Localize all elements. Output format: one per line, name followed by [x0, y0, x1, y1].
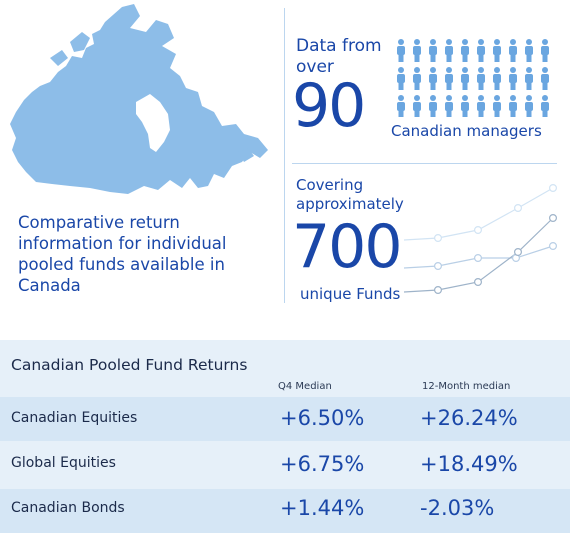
person-icon	[525, 67, 533, 90]
canadian-equities-q4: +6.50%	[280, 406, 365, 430]
table-row-band	[0, 489, 570, 533]
column-header-q4: Q4 Median	[278, 381, 332, 392]
horizontal-divider	[292, 163, 557, 164]
table-row-band	[0, 397, 570, 441]
canadian-bonds-q4: +1.44%	[280, 496, 365, 520]
managers-number: 90	[292, 71, 366, 141]
map-caption: Comparative return information for indiv…	[18, 213, 227, 295]
person-icon	[397, 67, 405, 90]
person-icon	[493, 67, 501, 90]
person-icon	[413, 39, 421, 62]
person-icon	[413, 95, 421, 117]
person-icon	[461, 39, 469, 62]
person-icon	[397, 39, 405, 62]
person-icon	[445, 67, 453, 90]
person-icon	[541, 39, 549, 62]
funds-number: 700	[292, 212, 403, 282]
managers-sublabel: Canadian managers	[391, 122, 542, 140]
canada-map	[10, 4, 268, 194]
funds-sublabel: unique Funds	[300, 285, 401, 303]
managers-label: Data from over	[296, 36, 382, 77]
vertical-divider	[284, 8, 285, 303]
global-equities-12-month: +18.49%	[420, 452, 518, 476]
person-icon	[477, 39, 485, 62]
canadian-bonds-12-month: -2.03%	[420, 496, 495, 520]
person-icon	[461, 67, 469, 90]
decorative-line-chart-icon	[403, 183, 558, 294]
person-icon	[445, 39, 453, 62]
person-icon	[541, 67, 549, 90]
person-icon	[509, 95, 517, 117]
row-label-global-equities: Global Equities	[11, 455, 116, 471]
person-icon	[445, 95, 453, 117]
person-icon	[509, 39, 517, 62]
person-icon	[509, 67, 517, 90]
person-icon	[429, 39, 437, 62]
funds-label: Covering approximately	[296, 176, 404, 213]
person-icon	[429, 95, 437, 117]
column-header-12-month: 12-Month median	[422, 381, 511, 392]
global-equities-q4: +6.75%	[280, 452, 365, 476]
row-label-canadian-bonds: Canadian Bonds	[11, 500, 125, 516]
person-icon	[541, 95, 549, 117]
person-icon	[525, 95, 533, 117]
person-icon	[477, 67, 485, 90]
person-icon	[525, 39, 533, 62]
row-label-canadian-equities: Canadian Equities	[11, 410, 138, 426]
person-icon	[397, 95, 405, 117]
person-icon	[477, 95, 485, 117]
person-icon	[429, 67, 437, 90]
table-title: Canadian Pooled Fund Returns	[11, 356, 248, 374]
canadian-equities-12-month: +26.24%	[420, 406, 518, 430]
person-icon	[493, 95, 501, 117]
person-icon	[493, 39, 501, 62]
person-icon	[413, 67, 421, 90]
people-icon-grid	[397, 39, 549, 117]
person-icon	[461, 95, 469, 117]
